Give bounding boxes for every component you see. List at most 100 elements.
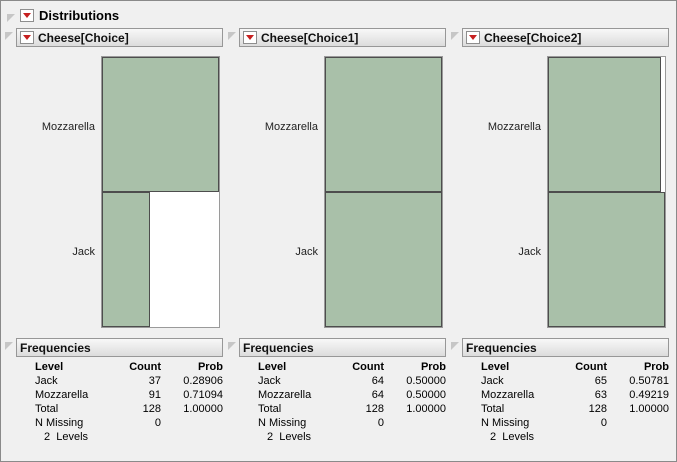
cell-level: Total bbox=[35, 403, 59, 415]
disclosure-triangle-icon[interactable] bbox=[451, 32, 459, 40]
cell-level: N Missing bbox=[481, 417, 530, 429]
plot-area bbox=[324, 56, 443, 328]
column-header-count: Count bbox=[575, 361, 607, 373]
table-footer-row: 2 Levels bbox=[481, 430, 669, 444]
cell-prob bbox=[161, 416, 223, 430]
table-row: Total 128 1.00000 bbox=[35, 402, 223, 416]
cell-level: Total bbox=[258, 403, 282, 415]
cell-count: 128 bbox=[365, 403, 384, 415]
levels-summary: 2 Levels bbox=[44, 431, 89, 443]
cell-level: Mozzarella bbox=[481, 389, 535, 401]
panel-header[interactable]: Cheese[Choice1] bbox=[239, 28, 446, 47]
column-header-prob: Prob bbox=[420, 361, 446, 373]
cell-level: Mozzarella bbox=[258, 389, 312, 401]
frequencies-header[interactable]: Frequencies bbox=[239, 338, 446, 357]
frequencies-title: Frequencies bbox=[466, 340, 537, 355]
axis-label-jack: Jack bbox=[295, 245, 318, 258]
table-row: Total 128 1.00000 bbox=[481, 402, 669, 416]
plot-area bbox=[547, 56, 666, 328]
axis-label-mozzarella: Mozzarella bbox=[487, 120, 541, 133]
red-triangle-glyph bbox=[246, 35, 254, 40]
column-header-level: Level bbox=[35, 361, 64, 373]
cell-prob bbox=[607, 416, 669, 430]
disclosure-triangle-icon[interactable] bbox=[7, 13, 15, 22]
cell-count: 128 bbox=[142, 403, 161, 415]
column-header-count: Count bbox=[129, 361, 161, 373]
bar-mozzarella[interactable] bbox=[548, 57, 662, 192]
distribution-panels: Cheese[Choice] Mozzarella Jack Frequenci… bbox=[1, 25, 676, 444]
disclosure-triangle-icon[interactable] bbox=[451, 342, 459, 350]
panel-header[interactable]: Cheese[Choice] bbox=[16, 28, 223, 47]
panel-header-row: Cheese[Choice1] bbox=[228, 28, 450, 47]
frequencies-header-row: Frequencies bbox=[451, 338, 673, 357]
plot-area bbox=[101, 56, 220, 328]
cell-count: 37 bbox=[148, 375, 161, 387]
table-row: Jack 65 0.50781 bbox=[481, 374, 669, 388]
cell-count: 65 bbox=[594, 375, 607, 387]
cell-level: Mozzarella bbox=[35, 389, 89, 401]
cell-count: 128 bbox=[588, 403, 607, 415]
cell-prob: 0.49219 bbox=[629, 389, 669, 401]
cell-level: N Missing bbox=[35, 417, 84, 429]
cell-count: 0 bbox=[377, 417, 384, 429]
bar-jack[interactable] bbox=[325, 192, 442, 327]
frequencies-header-row: Frequencies bbox=[5, 338, 227, 357]
cell-prob: 0.50000 bbox=[406, 389, 446, 401]
table-row: N Missing 0 bbox=[481, 416, 669, 430]
cell-level: Jack bbox=[258, 375, 281, 387]
table-header-row: Level Count Prob bbox=[481, 360, 669, 374]
bar-mozzarella[interactable] bbox=[325, 57, 442, 192]
disclosure-triangle-icon[interactable] bbox=[5, 342, 13, 350]
cell-prob: 1.00000 bbox=[183, 403, 223, 415]
cell-level: Jack bbox=[481, 375, 504, 387]
panel-title: Cheese[Choice2] bbox=[484, 30, 582, 45]
axis-label-mozzarella: Mozzarella bbox=[264, 120, 318, 133]
levels-summary: 2 Levels bbox=[490, 431, 535, 443]
table-row: Mozzarella 63 0.49219 bbox=[481, 388, 669, 402]
red-triangle-menu-icon[interactable] bbox=[466, 31, 480, 44]
report-title-row: Distributions bbox=[1, 1, 676, 25]
cell-prob: 1.00000 bbox=[406, 403, 446, 415]
disclosure-triangle-icon[interactable] bbox=[5, 32, 13, 40]
histogram: Mozzarella Jack bbox=[228, 56, 443, 328]
red-triangle-glyph bbox=[23, 13, 31, 18]
frequencies-table: Level Count Prob Jack 64 0.50000 Mozzare… bbox=[258, 360, 446, 444]
axis-label-jack: Jack bbox=[518, 245, 541, 258]
panel-header[interactable]: Cheese[Choice2] bbox=[462, 28, 669, 47]
cell-level: Jack bbox=[35, 375, 58, 387]
frequencies-title: Frequencies bbox=[20, 340, 91, 355]
cell-prob: 0.28906 bbox=[183, 375, 223, 387]
axis-labels: Mozzarella Jack bbox=[5, 56, 101, 328]
cell-count: 64 bbox=[371, 375, 384, 387]
cell-level: N Missing bbox=[258, 417, 307, 429]
axis-labels: Mozzarella Jack bbox=[228, 56, 324, 328]
table-header-row: Level Count Prob bbox=[35, 360, 223, 374]
red-triangle-glyph bbox=[23, 35, 31, 40]
red-triangle-menu-icon[interactable] bbox=[243, 31, 257, 44]
bar-jack[interactable] bbox=[548, 192, 665, 327]
column-header-count: Count bbox=[352, 361, 384, 373]
panel-header-row: Cheese[Choice] bbox=[5, 28, 227, 47]
bar-jack[interactable] bbox=[102, 192, 150, 327]
table-header-row: Level Count Prob bbox=[258, 360, 446, 374]
report-title: Distributions bbox=[39, 8, 120, 23]
column-header-prob: Prob bbox=[643, 361, 669, 373]
panel-title: Cheese[Choice] bbox=[38, 30, 129, 45]
table-row: N Missing 0 bbox=[258, 416, 446, 430]
frequencies-header-row: Frequencies bbox=[228, 338, 450, 357]
disclosure-triangle-icon[interactable] bbox=[228, 342, 236, 350]
frequencies-header[interactable]: Frequencies bbox=[16, 338, 223, 357]
frequencies-table: Level Count Prob Jack 37 0.28906 Mozzare… bbox=[35, 360, 223, 444]
frequencies-header[interactable]: Frequencies bbox=[462, 338, 669, 357]
cell-prob: 1.00000 bbox=[629, 403, 669, 415]
cell-prob: 0.50781 bbox=[629, 375, 669, 387]
disclosure-triangle-icon[interactable] bbox=[228, 32, 236, 40]
panel-cheese-choice1: Cheese[Choice1] Mozzarella Jack Frequenc… bbox=[228, 25, 450, 444]
red-triangle-menu-icon[interactable] bbox=[20, 9, 34, 22]
column-header-prob: Prob bbox=[197, 361, 223, 373]
frequencies-title: Frequencies bbox=[243, 340, 314, 355]
axis-labels: Mozzarella Jack bbox=[451, 56, 547, 328]
red-triangle-menu-icon[interactable] bbox=[20, 31, 34, 44]
bar-mozzarella[interactable] bbox=[102, 57, 219, 192]
